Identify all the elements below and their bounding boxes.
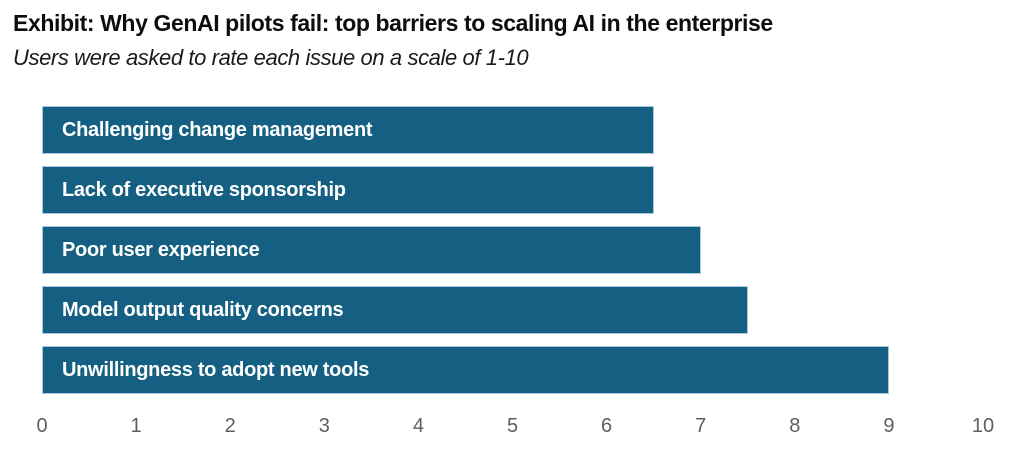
bar-category-label: Unwillingness to adopt new tools xyxy=(62,358,370,381)
chart-subtitle: Users were asked to rate each issue on a… xyxy=(13,45,529,70)
x-axis-tick-label: 0 xyxy=(36,415,48,437)
bar-category-label: Model output quality concerns xyxy=(62,298,344,321)
x-axis-tick-label: 1 xyxy=(130,415,142,437)
x-axis-tick-label: 9 xyxy=(883,415,895,437)
bar-category-label: Poor user experience xyxy=(62,238,260,261)
bar-category-label: Challenging change management xyxy=(62,118,373,141)
x-axis-tick-label: 4 xyxy=(412,415,424,437)
x-axis-tick-label: 2 xyxy=(224,415,236,437)
x-axis-tick-label: 8 xyxy=(789,415,801,437)
x-axis-tick-label: 5 xyxy=(506,415,519,437)
x-axis-tick-label: 6 xyxy=(601,415,613,437)
bar-5: Unwillingness to adopt new tools xyxy=(42,346,889,394)
bar-3: Poor user experience xyxy=(42,226,701,274)
x-axis-tick-label: 3 xyxy=(318,415,330,437)
bar-category-label: Lack of executive sponsorship xyxy=(62,178,346,201)
bar-1: Challenging change management xyxy=(42,106,654,154)
x-axis: 0 1 2 3 4 5 6 7 8 9 10 xyxy=(36,413,994,441)
x-axis-tick-label: 7 xyxy=(695,415,707,437)
bar-4: Model output quality concerns xyxy=(42,286,748,334)
bar-2: Lack of executive sponsorship xyxy=(42,166,654,214)
x-axis-tick-label: 10 xyxy=(971,415,995,437)
chart-title: Exhibit: Why GenAI pilots fail: top barr… xyxy=(13,10,773,36)
bar-plot-area: Challenging change management Lack of exe… xyxy=(42,106,983,394)
